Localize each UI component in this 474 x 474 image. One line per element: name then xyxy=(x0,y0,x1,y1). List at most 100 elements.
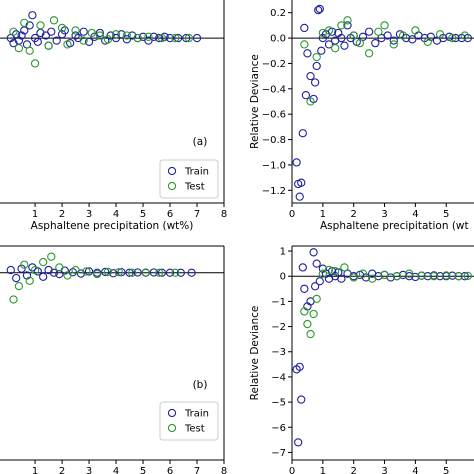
y-tick-label: −0.4 xyxy=(262,84,286,95)
x-axis-label: Asphaltene precipitation (wt xyxy=(320,220,469,232)
point-train xyxy=(47,27,56,36)
point-test xyxy=(324,26,334,35)
point-train xyxy=(340,41,349,50)
point-test xyxy=(405,269,414,278)
point-test xyxy=(318,269,327,278)
point-train xyxy=(9,38,18,48)
legend-marker-test xyxy=(167,181,177,191)
point-train xyxy=(337,274,346,283)
point-train xyxy=(317,46,326,55)
x-tick-label: 3 xyxy=(381,466,387,474)
point-train xyxy=(312,61,321,71)
point-test xyxy=(25,46,34,55)
point-test xyxy=(36,21,45,30)
x-tick-label: 3 xyxy=(86,209,92,220)
point-test xyxy=(306,329,315,339)
point-train xyxy=(109,269,118,278)
point-train xyxy=(451,33,460,43)
point-train xyxy=(149,32,158,41)
point-test xyxy=(30,59,40,68)
x-tick-label: 4 xyxy=(113,209,119,220)
x-tick-label: 5 xyxy=(443,209,449,220)
point-test xyxy=(111,30,121,39)
point-test xyxy=(374,27,383,36)
point-test xyxy=(435,30,445,39)
point-train xyxy=(298,129,307,138)
point-test xyxy=(448,33,457,43)
point-test xyxy=(63,271,72,280)
point-train xyxy=(17,31,26,40)
point-test xyxy=(398,31,408,40)
y-tick-label: −2 xyxy=(271,322,286,333)
point-test xyxy=(312,52,321,62)
point-train xyxy=(423,272,432,281)
point-train xyxy=(176,268,185,277)
point-train xyxy=(74,33,83,43)
point-train xyxy=(315,277,324,286)
point-train xyxy=(343,21,352,30)
point-train xyxy=(84,267,94,276)
legend-label-train: Train xyxy=(184,409,209,420)
point-train xyxy=(295,362,304,371)
point-train xyxy=(298,263,307,272)
point-train xyxy=(41,31,51,40)
point-train xyxy=(460,272,469,281)
y-axis-label: Relative Deviance xyxy=(249,54,261,149)
point-train xyxy=(292,158,301,167)
point-train xyxy=(60,26,69,35)
point-test xyxy=(337,21,346,30)
point-train xyxy=(12,273,21,283)
point-train xyxy=(310,78,320,87)
point-test xyxy=(309,309,318,319)
point-train xyxy=(389,36,398,45)
point-test xyxy=(349,273,358,282)
panel-label: (b) xyxy=(193,379,208,391)
point-train xyxy=(165,268,175,277)
point-train xyxy=(165,33,175,43)
point-test xyxy=(306,97,315,106)
point-train xyxy=(294,438,303,447)
point-test xyxy=(340,263,349,272)
point-train xyxy=(117,30,126,39)
point-train xyxy=(310,282,320,291)
point-train xyxy=(52,36,61,45)
point-test xyxy=(141,268,150,277)
point-test xyxy=(14,281,24,291)
point-test xyxy=(411,26,420,35)
point-test xyxy=(155,268,164,277)
point-test xyxy=(128,268,137,277)
point-train xyxy=(364,27,374,36)
point-train xyxy=(95,28,105,38)
panel-1: 1 2 3 4 5 6 7 8 Asphaltene precipitation (wt%) (a… xyxy=(0,0,227,232)
x-tick-label: 8 xyxy=(221,466,227,474)
y-tick-label: 0.2 xyxy=(270,8,286,19)
legend: Train Test xyxy=(159,401,219,441)
point-train xyxy=(192,33,202,43)
point-train xyxy=(149,268,158,277)
x-tick-label: 6 xyxy=(167,209,173,220)
x-tick-label: 0 xyxy=(289,209,295,220)
point-test xyxy=(103,267,113,277)
y-tick-label: −4 xyxy=(271,372,286,383)
y-tick-label: 0 xyxy=(280,272,286,283)
point-train xyxy=(101,267,110,277)
legend-marker-test xyxy=(167,423,177,433)
x-tick-label: 1 xyxy=(320,466,326,474)
y-tick-label: −1.0 xyxy=(262,160,286,171)
point-train xyxy=(303,49,312,58)
point-test xyxy=(171,33,180,43)
point-train xyxy=(408,35,417,44)
point-test xyxy=(47,252,56,261)
x-tick-label: 5 xyxy=(443,466,449,474)
point-test xyxy=(324,265,334,275)
point-train xyxy=(157,268,167,277)
point-test xyxy=(389,40,398,49)
point-test xyxy=(380,21,389,30)
legend-marker-train xyxy=(167,166,177,176)
x-tick-label: 8 xyxy=(221,209,227,220)
point-test xyxy=(71,26,80,35)
point-train xyxy=(383,31,392,40)
point-train xyxy=(71,31,80,40)
x-tick-label: 2 xyxy=(351,209,357,220)
